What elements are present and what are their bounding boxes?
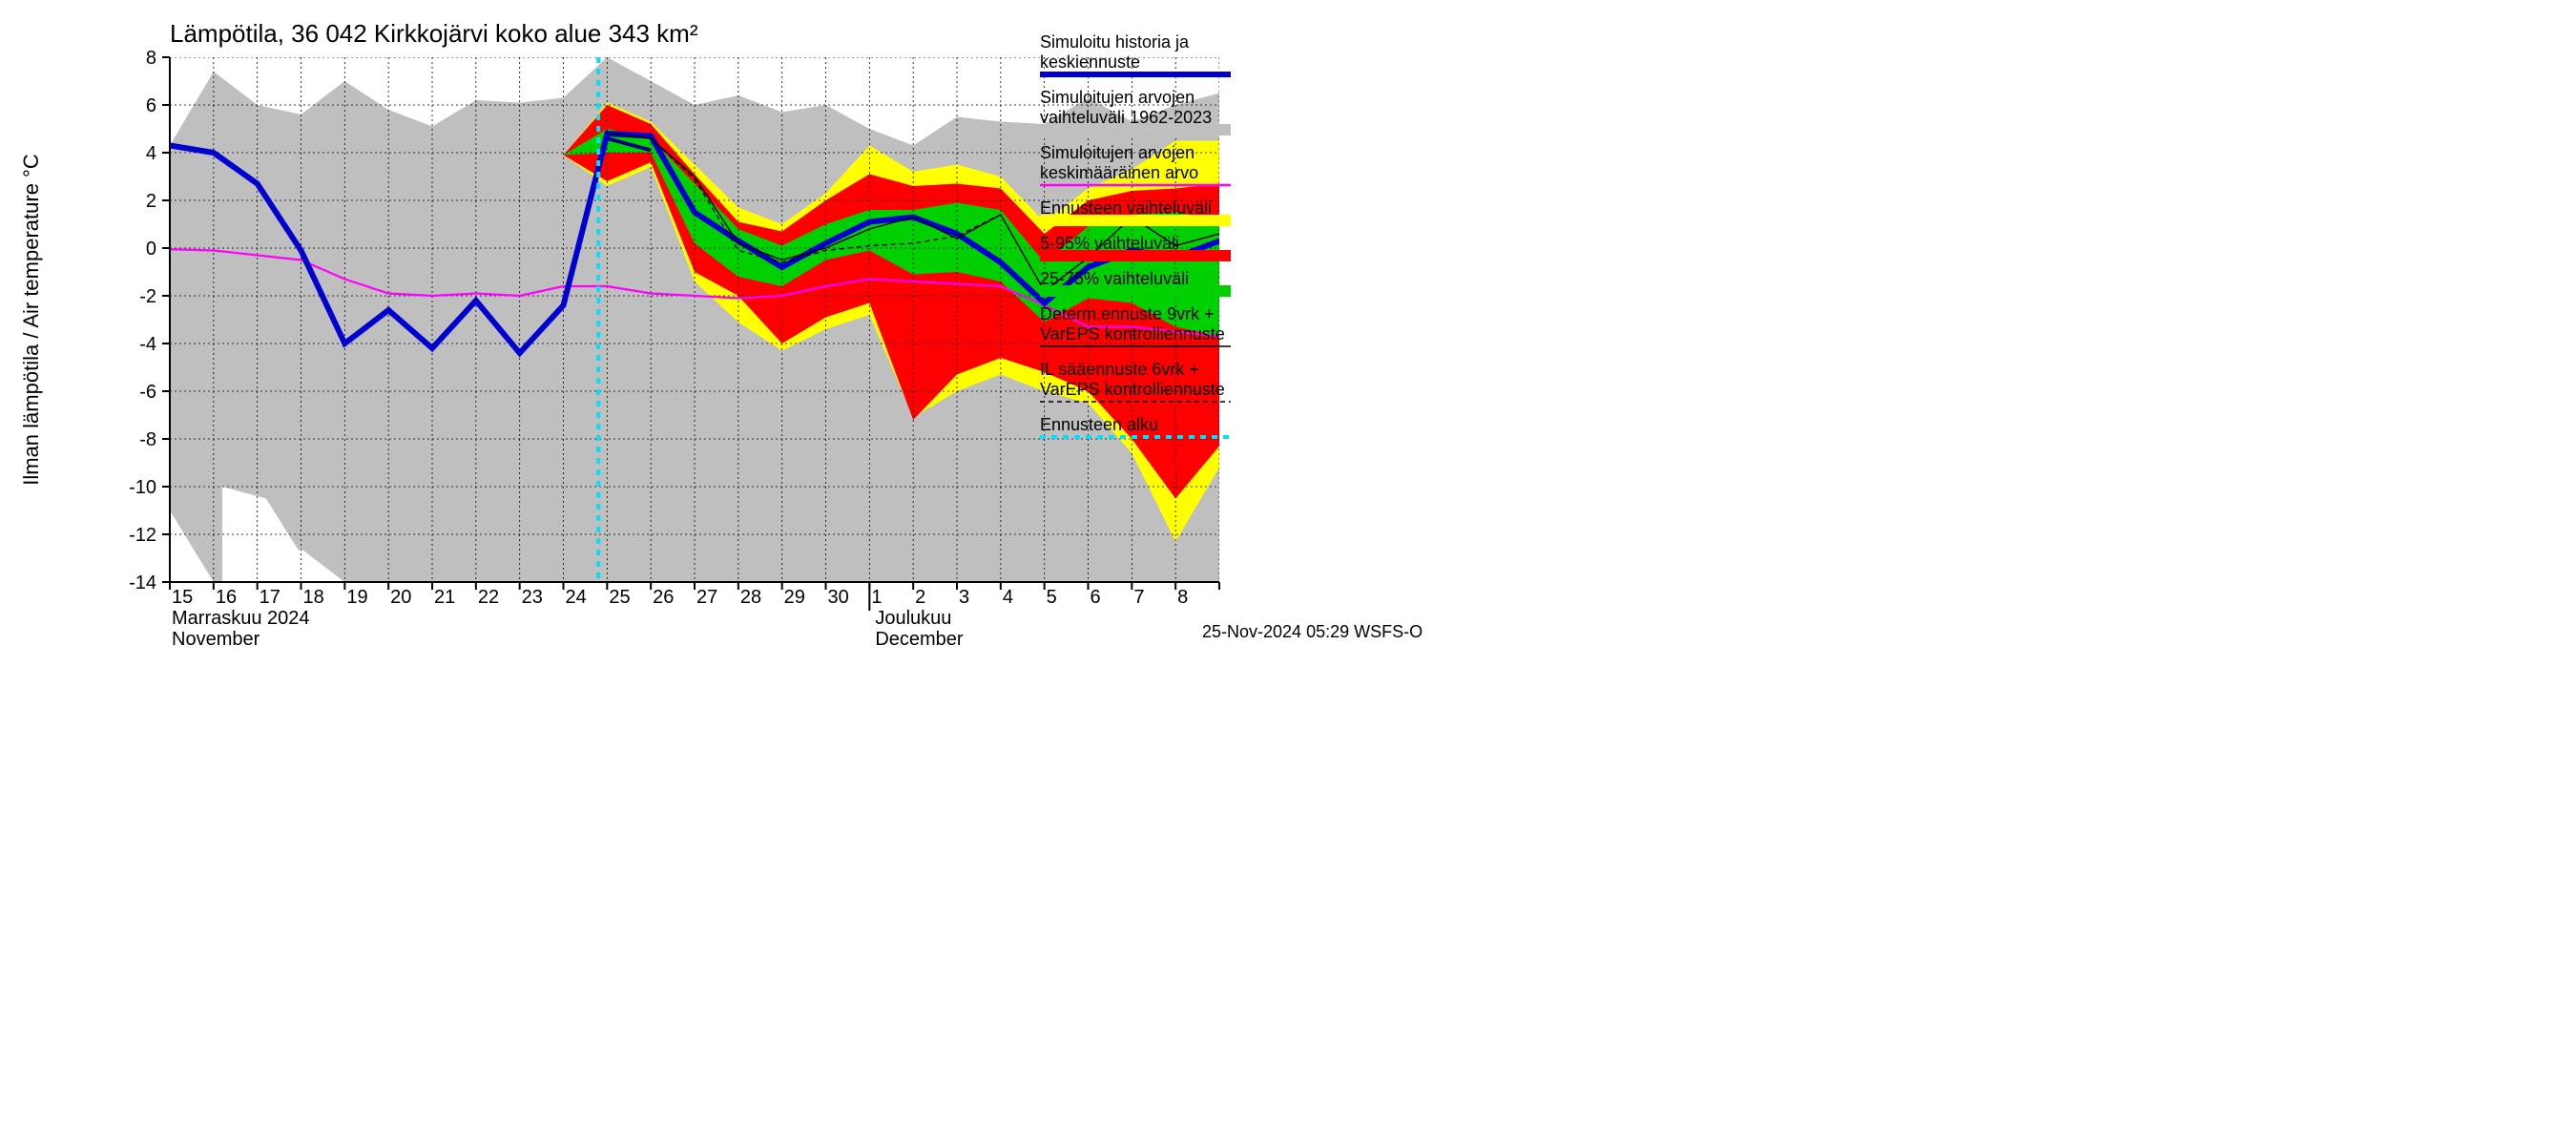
x-tick-label: 7	[1133, 587, 1144, 608]
x-tick-label: 21	[434, 587, 455, 608]
legend-label: IL sääennuste 6vrk +	[1040, 360, 1199, 379]
legend-label: Simuloitujen arvojen	[1040, 143, 1195, 162]
y-tick-label: -6	[139, 382, 156, 403]
chart-title: Lämpötila, 36 042 Kirkkojärvi koko alue …	[170, 19, 698, 48]
x-tick-label: 19	[346, 587, 367, 608]
y-tick-label: -8	[139, 429, 156, 450]
legend-label: Ennusteen alku	[1040, 415, 1158, 434]
y-tick-label: -10	[129, 477, 156, 498]
x-tick-label: 20	[390, 587, 411, 608]
x-tick-label: 30	[828, 587, 849, 608]
legend-label: VarEPS kontrolliennuste	[1040, 324, 1225, 344]
y-tick-label: 4	[146, 143, 156, 164]
month-label-en: November	[172, 629, 260, 649]
x-tick-label: 1	[871, 587, 882, 608]
x-tick-label: 5	[1047, 587, 1057, 608]
x-tick-label: 8	[1177, 587, 1188, 608]
y-tick-label: -4	[139, 334, 156, 355]
x-tick-label: 18	[303, 587, 324, 608]
x-tick-label: 29	[784, 587, 805, 608]
legend-swatch	[1040, 124, 1231, 135]
x-tick-label: 3	[959, 587, 969, 608]
month-label-en: December	[875, 629, 964, 649]
legend-label: Determ.ennuste 9vrk +	[1040, 304, 1215, 323]
y-tick-label: 6	[146, 95, 156, 116]
legend-label: Simuloitujen arvojen	[1040, 88, 1195, 107]
y-tick-label: 8	[146, 48, 156, 69]
y-tick-label: -2	[139, 286, 156, 307]
legend-label: keskiennuste	[1040, 52, 1140, 72]
x-tick-label: 6	[1091, 587, 1101, 608]
x-tick-label: 25	[609, 587, 630, 608]
x-tick-label: 2	[915, 587, 925, 608]
x-tick-label: 24	[566, 587, 587, 608]
legend-swatch	[1040, 285, 1231, 297]
legend-swatch	[1040, 250, 1231, 261]
x-tick-label: 4	[1003, 587, 1013, 608]
x-tick-label: 15	[172, 587, 193, 608]
legend-label: Simuloitu historia ja	[1040, 32, 1190, 52]
y-axis-label: Ilman lämpötila / Air temperature °C	[19, 154, 43, 486]
x-tick-label: 17	[260, 587, 280, 608]
y-tick-label: 0	[146, 239, 156, 260]
x-tick-label: 16	[216, 587, 237, 608]
footer-timestamp: 25-Nov-2024 05:29 WSFS-O	[1202, 622, 1423, 641]
legend-label: keskimääräinen arvo	[1040, 163, 1198, 182]
x-tick-label: 23	[522, 587, 543, 608]
x-tick-label: 28	[740, 587, 761, 608]
x-tick-label: 27	[696, 587, 717, 608]
x-tick-label: 26	[653, 587, 674, 608]
x-tick-label: 22	[478, 587, 499, 608]
legend-swatch	[1040, 215, 1231, 226]
legend-label: VarEPS kontrolliennuste	[1040, 380, 1225, 399]
y-tick-label: 2	[146, 191, 156, 212]
y-tick-label: -14	[129, 572, 156, 593]
y-tick-label: -12	[129, 525, 156, 546]
month-label-fi: Marraskuu 2024	[172, 608, 310, 629]
month-label-fi: Joulukuu	[875, 608, 951, 629]
